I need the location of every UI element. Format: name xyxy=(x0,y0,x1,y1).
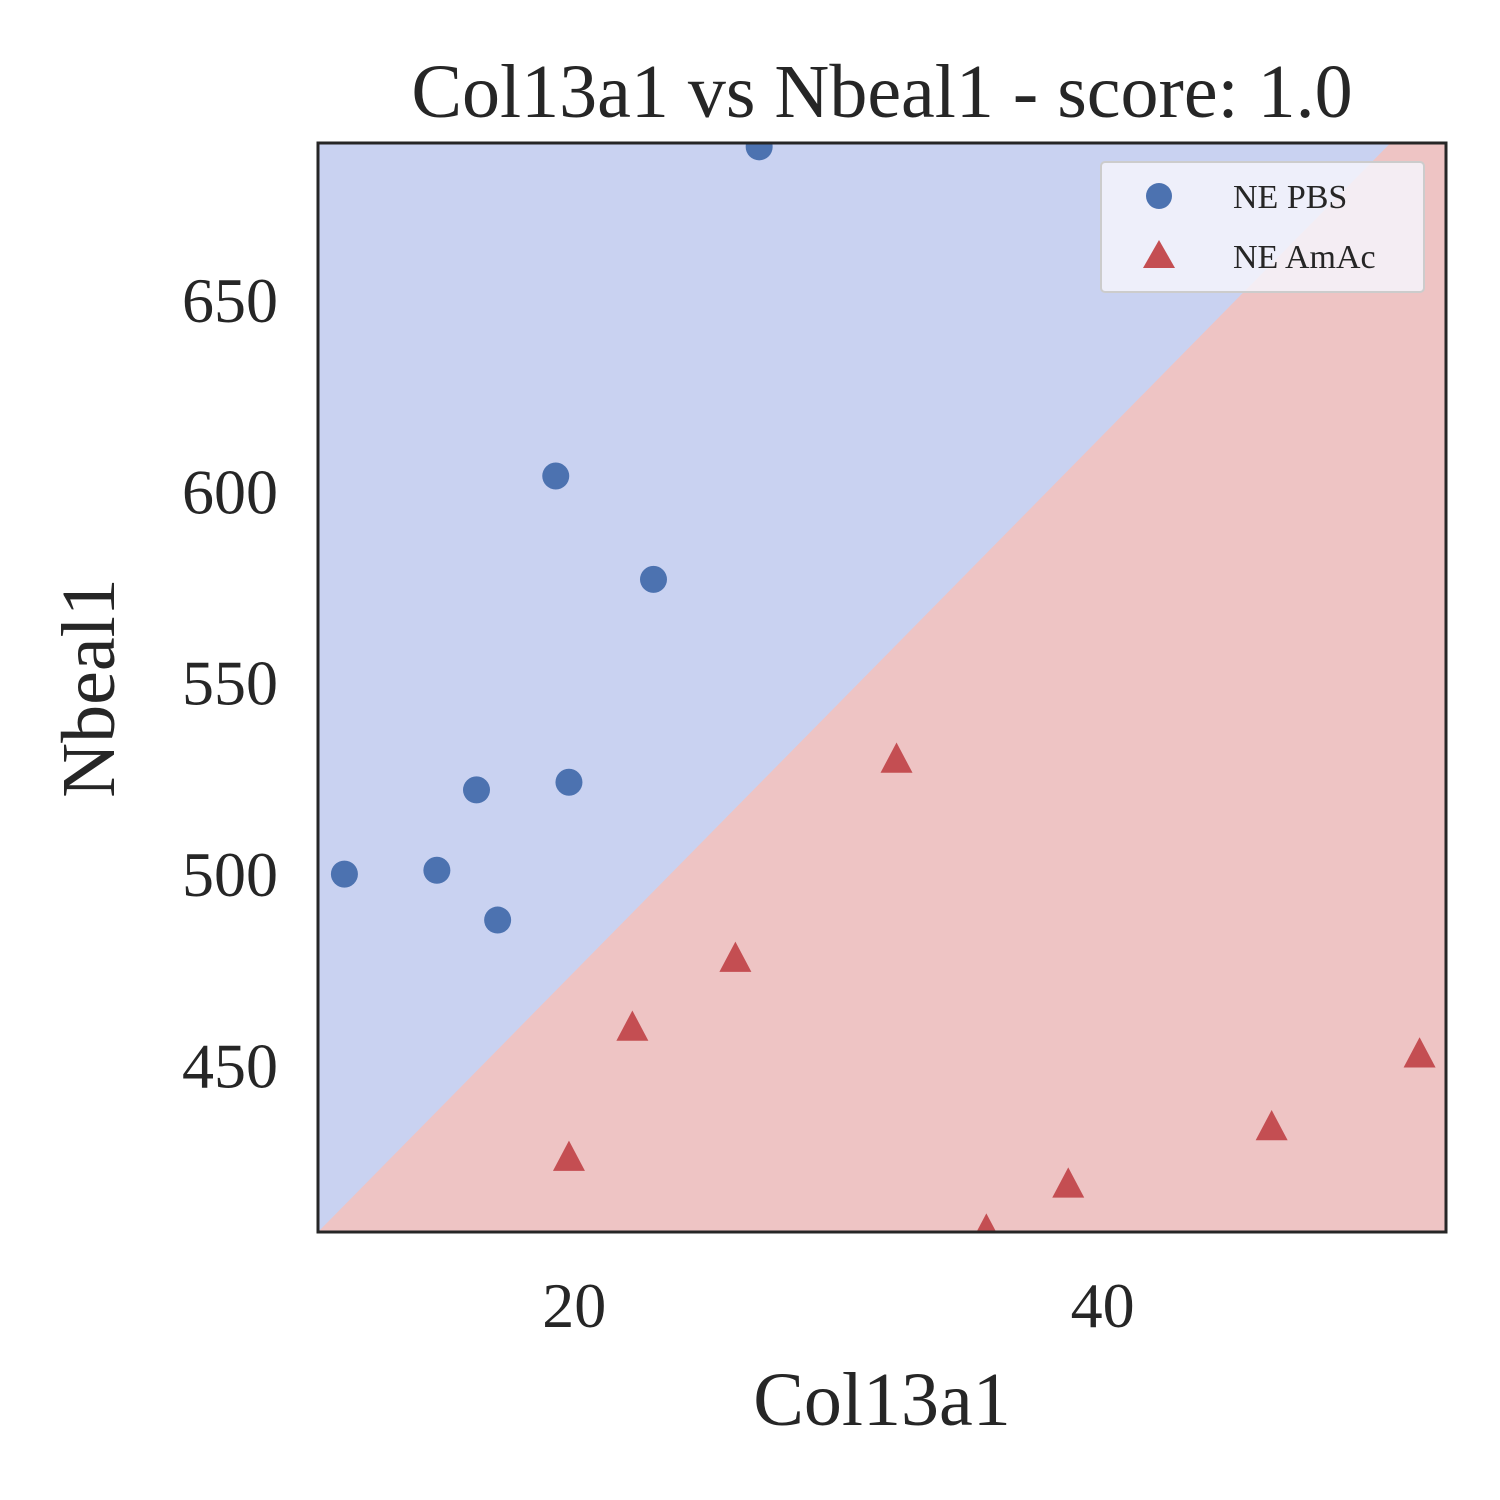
axis-ticks: 20 40 450 500 550 600 650 xyxy=(182,265,1135,1341)
y-axis-label: Nbeal1 xyxy=(47,578,131,797)
y-tick-label: 450 xyxy=(182,1030,278,1101)
point-ne-pbs xyxy=(639,565,667,593)
region-ne-amac xyxy=(318,143,1446,1232)
point-ne-amac xyxy=(1052,1167,1085,1198)
y-tick-label: 550 xyxy=(182,648,278,719)
y-tick-label: 500 xyxy=(182,839,278,910)
y-tick-label: 650 xyxy=(182,265,278,336)
legend-box xyxy=(1100,161,1425,293)
point-ne-pbs xyxy=(330,860,358,888)
chart-title: Col13a1 vs Nbeal1 - score: 1.0 xyxy=(411,50,1352,134)
point-ne-amac xyxy=(976,1213,997,1232)
point-ne-pbs xyxy=(555,768,583,796)
legend-label-ne-pbs: NE PBS xyxy=(1233,179,1347,216)
legend: NE PBS NE AmAc xyxy=(1100,161,1425,293)
point-ne-amac xyxy=(1255,1109,1288,1141)
point-ne-pbs xyxy=(463,776,491,804)
point-ne-pbs xyxy=(745,143,773,161)
point-ne-amac xyxy=(719,941,752,972)
point-ne-pbs xyxy=(542,462,570,490)
point-ne-amac xyxy=(552,1140,585,1171)
point-ne-amac xyxy=(616,1010,649,1041)
legend-label-ne-amac: NE AmAc xyxy=(1233,239,1376,276)
point-ne-pbs xyxy=(423,856,451,884)
data-markers xyxy=(330,143,1436,1232)
point-ne-amac xyxy=(1403,1037,1436,1068)
decision-regions xyxy=(318,143,1446,1232)
x-tick-label: 40 xyxy=(1071,1270,1135,1341)
legend-marker-ne-pbs xyxy=(1146,183,1172,209)
point-ne-pbs xyxy=(484,906,512,934)
x-tick-label: 20 xyxy=(542,1270,606,1341)
y-tick-label: 600 xyxy=(182,456,278,527)
legend-marker-ne-amac xyxy=(1143,240,1175,268)
point-ne-amac xyxy=(880,742,913,773)
x-axis-label: Col13a1 xyxy=(753,1358,1011,1442)
plot-frame xyxy=(316,141,1448,1234)
